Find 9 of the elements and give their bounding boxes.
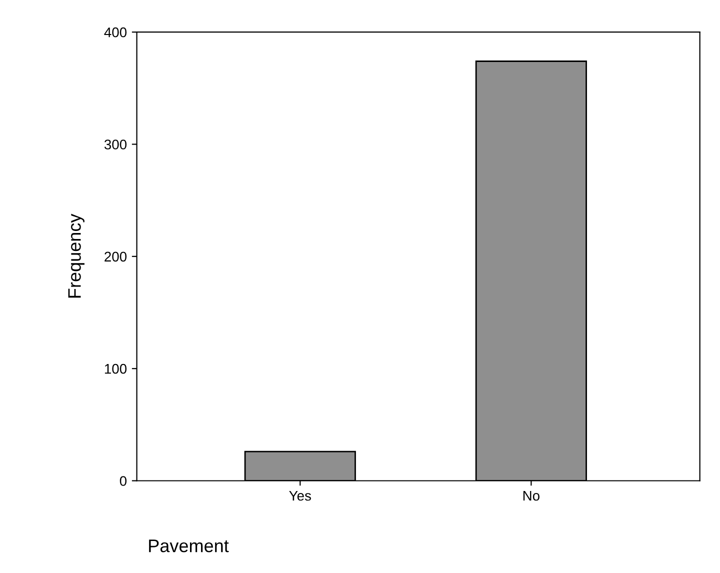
- x-axis-title: Pavement: [149, 540, 229, 552]
- y-axis-title: Frequency: [68, 214, 84, 298]
- y-tick-label: 200: [104, 252, 127, 262]
- y-tick-label: 100: [104, 364, 127, 374]
- y-tick-label: 300: [104, 140, 127, 150]
- y-tick-label: 400: [104, 27, 127, 38]
- y-tick-label: 0: [120, 476, 127, 486]
- x-tick-label: No: [523, 490, 540, 501]
- x-tick-label: Yes: [289, 490, 311, 501]
